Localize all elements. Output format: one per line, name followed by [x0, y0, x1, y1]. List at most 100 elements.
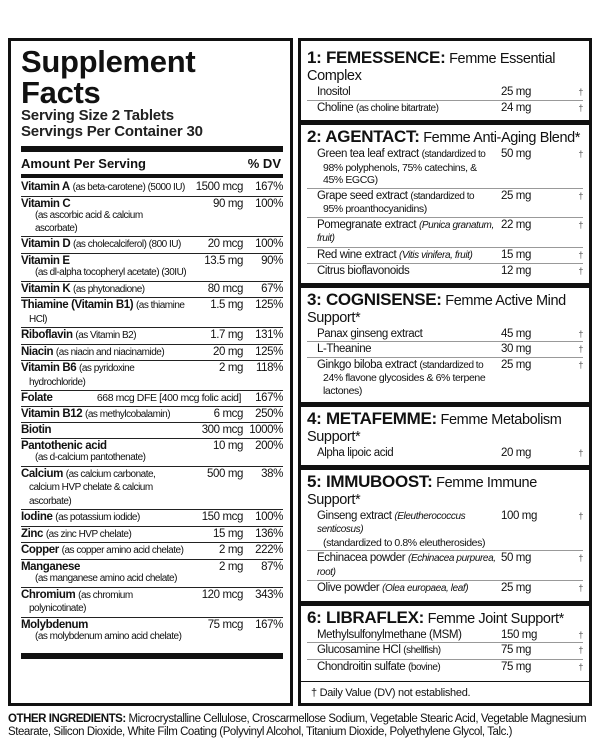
nutrient-row: Thiamine (Vitamin B1) (as thiamine HCl) 1… — [21, 298, 283, 328]
blend-section: 2: AGENTACT: Femme Anti-Aging Blend* Gree… — [307, 128, 583, 282]
nutrient-amount: 75 mcg — [207, 618, 244, 631]
nutrient-label: Biotin — [21, 424, 52, 436]
nutrient-row: Niacin (as niacin and niacinamide) 20 mg 1… — [21, 345, 283, 361]
ingredient-amount: 30 mg — [501, 343, 531, 355]
nutrient-name: Vitamin B6 (as pyridoxine hydrochloride) — [21, 362, 187, 389]
ingredient-label: Chondroitin sulfate — [317, 660, 406, 673]
ingredient-amount: 25 mg — [501, 582, 531, 594]
ingredient-amount: 50 mg — [501, 148, 531, 160]
nutrient-amount: 2 mg — [219, 544, 243, 556]
other-ingredients-label: OTHER INGREDIENTS: — [8, 713, 126, 725]
nutrient-dv: 87% — [261, 560, 283, 573]
ingredient-name: Methylsulfonylmethane (MSM) — [317, 629, 497, 642]
ingredient-label: Red wine extract — [317, 248, 397, 261]
nutrient-label: Pantothenic acid — [21, 439, 107, 452]
ingredient-amount: 22 mg — [501, 218, 531, 231]
nutrient-source: (as zinc HVP chelate) — [45, 528, 132, 540]
dv-not-established-mark: † — [578, 510, 583, 521]
ingredient-name: Panax ginseng extract — [317, 328, 497, 341]
ingredient-amount: 25 mg — [501, 86, 531, 98]
nutrient-dv: 125% — [255, 299, 283, 311]
divider-bar — [301, 600, 589, 606]
ingredient-row: Chondroitin sulfate (bovine) 75 mg † — [307, 660, 583, 676]
nutrient-label: Thiamine (Vitamin B1) — [21, 299, 134, 311]
blend-section: 5: IMMUBOOST: Femme Immune Support* Ginse… — [307, 473, 583, 600]
nutrient-amount: 1.7 mg — [210, 329, 243, 341]
ingredient-detail: (standardized to 0.8% eleutherosides) — [323, 536, 486, 549]
nutrient-dv: 343% — [255, 588, 283, 601]
nutrient-dv: 1000% — [249, 424, 283, 436]
nutrient-amount: 13.5 mg — [204, 254, 243, 267]
nutrient-source: (as dl-alpha tocopheryl acetate) (30IU) — [35, 267, 187, 278]
ingredient-amount: 100 mg — [501, 509, 537, 522]
nutrient-dv: 131% — [255, 329, 283, 341]
nutrient-dv: 167% — [255, 618, 283, 631]
ingredient-row: Citrus bioflavonoids 12 mg † — [307, 264, 583, 279]
dv-not-established-mark: † — [578, 219, 583, 230]
dv-not-established-mark: † — [578, 344, 583, 354]
nutrient-row: Pantothenic acid (as d-calcium pantothen… — [21, 439, 283, 467]
servings-per-container: Servings Per Container 30 — [21, 123, 203, 140]
blend-subtitle: Femme Immune Support* — [307, 474, 537, 508]
nutrient-source: (as d-calcium pantothenate) — [35, 452, 146, 463]
nutrient-row: Riboflavin (as Vitamin B2) 1.7 mg 131% — [21, 328, 283, 345]
nutrient-name: Thiamine (Vitamin B1) (as thiamine HCl) — [21, 299, 187, 326]
nutrient-row: Iodine (as potassium iodide) 150 mcg 100% — [21, 510, 283, 527]
blend-section: 3: COGNISENSE: Femme Active Mind Support… — [307, 291, 583, 402]
ingredient-note: (as choline bitartrate) — [356, 102, 439, 114]
nutrient-name: Chromium (as chromium polynicotinate) — [21, 589, 187, 616]
dv-not-established-mark: † — [578, 448, 583, 458]
ingredient-amount: 12 mg — [501, 265, 531, 277]
nutrient-dv: 167% — [255, 181, 283, 193]
ingredient-row: Green tea leaf extract (standardized to 9… — [307, 147, 583, 189]
ingredient-botanical: (Punica granatum, fruit) — [317, 219, 494, 245]
nutrient-dv: 136% — [255, 527, 283, 540]
blend-subtitle: Femme Anti-Aging Blend* — [423, 130, 581, 146]
amount-header: Amount Per Serving — [21, 156, 146, 171]
ingredient-label: Pomegranate extract — [317, 218, 417, 231]
nutrient-name: Iodine (as potassium iodide) — [21, 511, 187, 525]
supplement-facts-panel: Supplement Facts Serving Size 2 Tablets … — [8, 38, 293, 706]
nutrient-label: Vitamin A — [21, 181, 70, 193]
ingredient-botanical: (Vitis vinifera, fruit) — [399, 249, 473, 261]
ingredient-row: Methylsulfonylmethane (MSM) 150 mg † — [307, 628, 583, 643]
nutrient-row: Vitamin C (as ascorbic acid & calcium as… — [21, 197, 283, 237]
blend-subtitle: Femme Joint Support* — [427, 610, 565, 627]
ingredient-row: Inositol 25 mg † — [307, 85, 583, 101]
dv-not-established-mark: † — [578, 553, 583, 563]
ingredient-detail: 24% flavone glycosides & 6% terpene lact… — [323, 372, 486, 397]
nutrient-amount: 150 mcg — [201, 511, 244, 523]
nutrient-row: Zinc (as zinc HVP chelate) 15 mg 136% — [21, 527, 283, 543]
ingredient-label: Choline — [317, 101, 354, 114]
serving-size: Serving Size 2 Tablets — [21, 107, 174, 124]
nutrient-name: Vitamin K (as phytonadione) — [21, 283, 187, 297]
nutrient-source: (as molybdenum amino acid chelate) — [35, 631, 182, 642]
ingredient-label: L-Theanine — [317, 343, 372, 355]
nutrient-amount: 10 mg — [213, 439, 243, 452]
nutrient-label: Vitamin B12 — [21, 407, 83, 420]
ingredient-label: Methylsulfonylmethane (MSM) — [317, 628, 462, 641]
label-columns: Supplement Facts Serving Size 2 Tablets … — [8, 38, 592, 706]
nutrient-source: (as manganese amino acid chelate) — [35, 573, 177, 584]
nutrient-source: (as niacin and niacinamide) — [55, 346, 165, 358]
ingredient-row: Red wine extract (Vitis vinifera, fruit)… — [307, 248, 583, 264]
nutrient-name: Vitamin E (as dl-alpha tocopheryl acetat… — [21, 255, 187, 280]
ingredient-row: Ginseng extract (Eleutherococcus sentico… — [307, 509, 583, 551]
ingredient-detail: 98% polyphenols, 75% catechins, & 45% EG… — [323, 161, 477, 187]
nutrient-source: (as pyridoxine hydrochloride) — [29, 363, 135, 388]
footnote: † Daily Value (DV) not established. — [301, 681, 589, 699]
ingredient-row: Ginkgo biloba extract (standardized to 24… — [307, 358, 583, 399]
ingredient-name: Citrus bioflavonoids — [317, 265, 497, 278]
blend-heading: 6: LIBRAFLEX: Femme Joint Support* — [307, 609, 583, 628]
dv-not-established-mark: † — [578, 102, 583, 113]
ingredient-label: Echinacea powder — [317, 552, 406, 564]
nutrient-dv: 67% — [261, 282, 283, 295]
nutrient-amount: 2 mg — [219, 560, 243, 573]
dv-not-established-mark: † — [578, 359, 583, 370]
nutrient-dv: 125% — [255, 345, 283, 358]
nutrient-source: (as potassium iodide) — [55, 512, 140, 523]
ingredient-label: Citrus bioflavonoids — [317, 265, 410, 277]
ingredient-name: Glucosamine HCl (shellfish) — [317, 644, 497, 658]
ingredient-name: Ginseng extract (Eleutherococcus sentico… — [317, 510, 497, 550]
nutrient-dv: 100% — [255, 511, 283, 523]
